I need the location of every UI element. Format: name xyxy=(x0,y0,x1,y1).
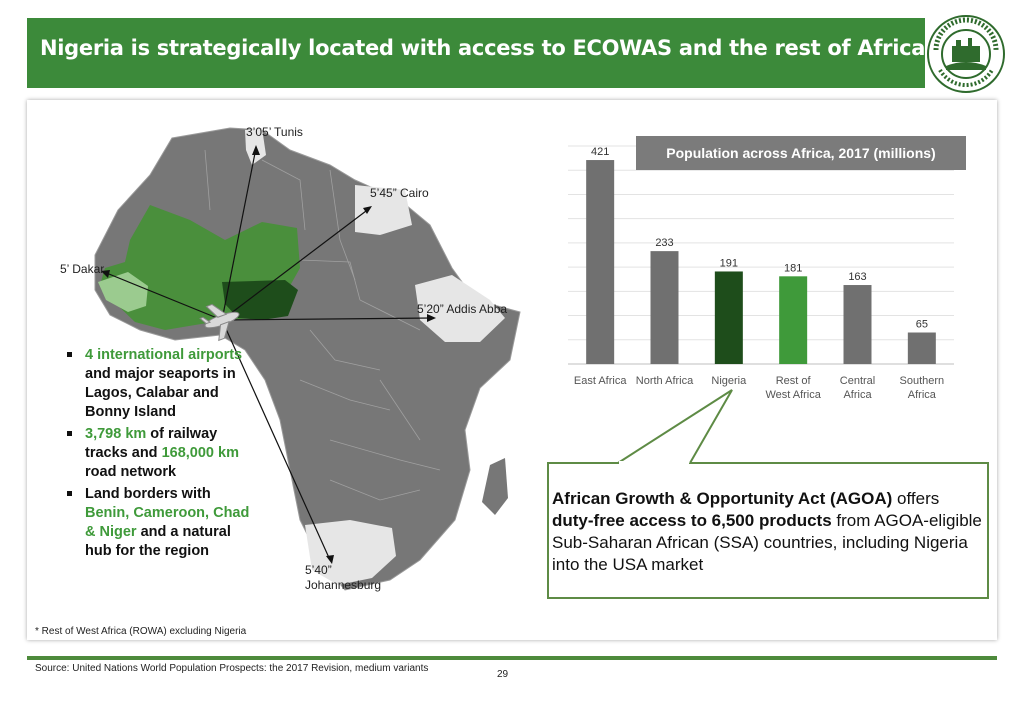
label-johannesburg-time: 5’40” xyxy=(305,563,332,577)
label-dakar: 5’ Dakar xyxy=(60,262,105,276)
source-note: Source: United Nations World Population … xyxy=(35,663,429,674)
chart-title: Population across Africa, 2017 (millions… xyxy=(636,136,966,170)
category-label: Central xyxy=(840,375,875,387)
category-label: Rest of xyxy=(776,375,812,387)
chart-value-labels: 421 233 191 181 163 65 xyxy=(591,146,928,330)
value-label: 191 xyxy=(720,257,738,269)
bar-central-africa xyxy=(843,285,872,364)
label-tunis: 3’05’ Tunis xyxy=(246,125,303,139)
footnote: * Rest of West Africa (ROWA) excluding N… xyxy=(35,626,247,637)
agoa-callout-text: African Growth & Opportunity Act (AGOA) … xyxy=(552,489,982,574)
bar-rest-of-west-africa xyxy=(779,276,808,364)
title-bar xyxy=(27,18,925,88)
callout-box xyxy=(547,389,989,599)
chart-bars xyxy=(586,160,936,364)
bar-north-africa xyxy=(650,251,679,364)
value-label: 65 xyxy=(916,319,928,331)
category-label: Africa xyxy=(908,389,937,401)
value-label: 233 xyxy=(655,237,673,249)
bar-nigeria xyxy=(714,271,743,364)
bar-southern-africa xyxy=(907,332,936,364)
value-label: 163 xyxy=(848,271,866,283)
chart-grid xyxy=(568,145,954,365)
category-label: Africa xyxy=(843,389,872,401)
category-label: North Africa xyxy=(636,375,694,387)
label-johannesburg: Johannesburg xyxy=(305,578,382,592)
page-number: 29 xyxy=(497,669,509,680)
chart-category-labels: East Africa North Africa Nigeria Rest of Wes… xyxy=(574,375,944,401)
bullet-railway: 3,798 km of railway tracks and 168,000 k… xyxy=(63,425,253,482)
bar-east-africa xyxy=(586,160,615,364)
label-cairo: 5’45” Cairo xyxy=(370,186,429,200)
category-label: West Africa xyxy=(765,389,821,401)
nipc-logo xyxy=(927,15,1005,93)
category-label: Nigeria xyxy=(711,375,747,387)
bullet-list: 4 international airports and major seapo… xyxy=(63,346,253,564)
value-label: 421 xyxy=(591,146,609,158)
label-addis: 5’20” Addis Abba xyxy=(417,302,508,316)
category-label: Southern xyxy=(900,375,945,387)
bullet-airports: 4 international airports and major seapo… xyxy=(63,346,253,422)
bottom-rule xyxy=(27,656,997,660)
category-label: East Africa xyxy=(574,375,627,387)
bullet-borders: Land borders with Benin, Cameroon, Chad … xyxy=(63,485,253,561)
value-label: 181 xyxy=(784,262,802,274)
page-title: Nigeria is strategically located with ac… xyxy=(40,36,926,60)
